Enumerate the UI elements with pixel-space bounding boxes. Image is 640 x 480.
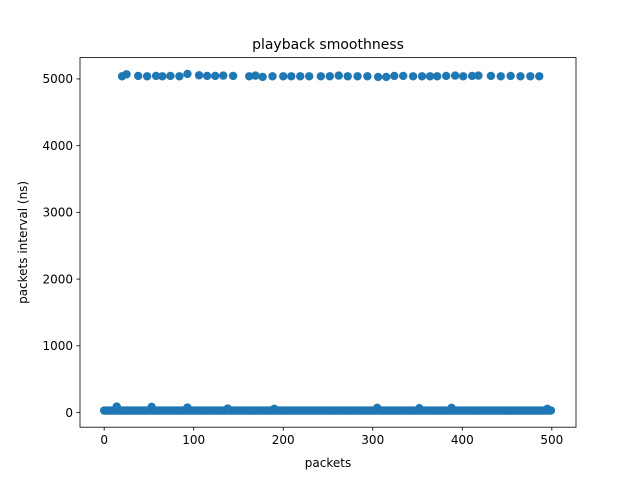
x-axis-label: packets: [305, 456, 351, 470]
y-tick-label: 5000: [42, 72, 73, 86]
data-point-high: [408, 72, 418, 81]
plot-area: [80, 57, 576, 428]
data-point-high: [296, 72, 305, 81]
data-point-baseline: [546, 406, 556, 415]
data-point-high: [343, 72, 352, 81]
data-point-high: [363, 72, 372, 81]
data-point-high: [166, 71, 175, 81]
data-point-high: [506, 71, 515, 81]
y-tick-label: 2000: [42, 272, 73, 286]
y-axis-label: packets interval (ns): [16, 181, 30, 304]
data-point-high: [210, 71, 220, 81]
data-point-high: [334, 71, 343, 80]
data-point-high: [305, 72, 314, 81]
data-point-high: [526, 72, 535, 81]
data-point-high: [268, 72, 277, 81]
data-point-high: [535, 72, 544, 81]
data-point-high: [287, 72, 296, 81]
data-point-high: [245, 72, 254, 81]
data-point-high: [194, 71, 204, 80]
data-point-high: [353, 72, 362, 81]
data-point-high: [467, 71, 477, 81]
data-point-high: [399, 71, 408, 81]
data-point-high: [175, 72, 184, 81]
data-point-high: [486, 71, 496, 81]
y-axis-ticks: 0 1000 2000 3000 4000 5000: [42, 72, 80, 420]
x-tick-label: 500: [540, 433, 563, 447]
data-point-high: [496, 72, 505, 81]
data-point-high: [417, 72, 427, 81]
data-point-high: [183, 69, 192, 79]
data-points: [99, 69, 556, 415]
data-point-high: [381, 72, 391, 82]
data-point-high: [219, 71, 228, 80]
data-point-high: [158, 72, 167, 81]
plot-frame: [79, 57, 577, 428]
x-tick-label: 100: [182, 433, 205, 447]
data-point-high: [373, 72, 383, 82]
data-point-high: [450, 71, 460, 80]
data-point-high: [433, 72, 442, 81]
x-tick-label: 0: [100, 433, 108, 447]
chart-title: playback smoothness: [252, 37, 404, 53]
x-tick-label: 300: [361, 433, 384, 447]
data-point-high: [316, 72, 326, 81]
x-axis-ticks: 0 100 200 300 400 500: [100, 427, 563, 447]
data-point-high: [325, 72, 334, 81]
y-tick-label: 1000: [42, 339, 73, 353]
data-point-high: [133, 71, 143, 81]
data-point-high: [441, 71, 451, 81]
data-point-high: [151, 71, 161, 81]
y-tick-label: 0: [65, 406, 73, 420]
data-point-high: [458, 72, 468, 81]
data-point-high: [228, 71, 238, 81]
y-tick-label: 4000: [42, 139, 73, 153]
data-point-high: [390, 71, 399, 81]
data-point-high: [122, 70, 131, 79]
data-point-high: [251, 71, 260, 80]
x-tick-label: 400: [451, 433, 474, 447]
data-point-high: [142, 72, 152, 81]
data-point-high: [474, 71, 483, 80]
data-point-high: [279, 72, 288, 81]
y-tick-label: 3000: [42, 206, 73, 220]
x-tick-label: 200: [272, 433, 295, 447]
data-point-high: [516, 72, 525, 81]
data-point-high: [258, 72, 267, 82]
data-point-high: [425, 72, 435, 81]
data-point-high: [202, 71, 212, 81]
